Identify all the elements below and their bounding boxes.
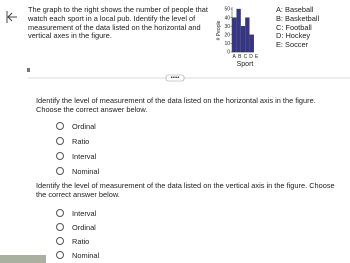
option-label: Ordinal — [72, 121, 96, 131]
y-tick-label: 0 — [227, 50, 230, 56]
x-tick-label: E — [255, 54, 259, 60]
note: D: Hockey — [276, 31, 311, 41]
option-label: Ordinal — [72, 222, 96, 232]
x-tick-label: D — [249, 54, 253, 60]
expand-dots: ••••• — [171, 75, 180, 81]
bar — [232, 17, 237, 53]
x-tick-label: C — [244, 54, 248, 60]
bar — [240, 26, 246, 53]
x-axis-label: Sport — [237, 61, 254, 68]
option[interactable]: Nominal — [56, 250, 99, 260]
y-tick-label: 10 — [224, 41, 230, 47]
note: A: Baseball — [276, 5, 314, 14]
x-tick-label: A — [233, 54, 237, 60]
y-axis-label: # People — [216, 20, 222, 40]
option-label: Nominal — [72, 166, 100, 176]
bar — [249, 34, 254, 53]
sidebar-block — [0, 255, 46, 263]
side-marker — [27, 68, 30, 72]
legend-notes: A: Baseball B: Basketball C: Football D:… — [276, 5, 320, 50]
option-label: Interval — [72, 208, 97, 218]
bar — [245, 17, 250, 53]
option[interactable]: Ordinal — [56, 222, 96, 232]
option[interactable]: Interval — [56, 208, 96, 218]
question: Identify the level of measurement of the… — [36, 181, 335, 199]
note: B: Basketball — [276, 13, 320, 23]
intro-text: The graph to the right shows the number … — [28, 5, 208, 41]
y-tick-label: 30 — [224, 24, 230, 30]
option[interactable]: Ratio — [56, 136, 89, 146]
back-icon[interactable] — [6, 11, 17, 23]
option-label: Ratio — [72, 136, 90, 146]
y-tick-label: 20 — [224, 33, 230, 39]
option[interactable]: Ordinal — [56, 121, 96, 131]
expand-button[interactable] — [165, 74, 185, 82]
option[interactable]: Ratio — [56, 236, 89, 246]
note: E: Soccer — [276, 40, 309, 50]
option[interactable]: Nominal — [56, 166, 99, 176]
y-tick-label: 50 — [224, 7, 230, 13]
y-tick-label: 40 — [224, 15, 230, 21]
option-label: Ratio — [72, 236, 90, 246]
question: Identify the level of measurement of the… — [36, 96, 316, 114]
bar — [236, 8, 241, 53]
option-label: Interval — [72, 151, 97, 161]
note: C: Football — [276, 22, 312, 32]
option[interactable]: Interval — [56, 151, 96, 161]
option-label: Nominal — [72, 250, 100, 260]
x-tick-label: B — [238, 54, 242, 60]
